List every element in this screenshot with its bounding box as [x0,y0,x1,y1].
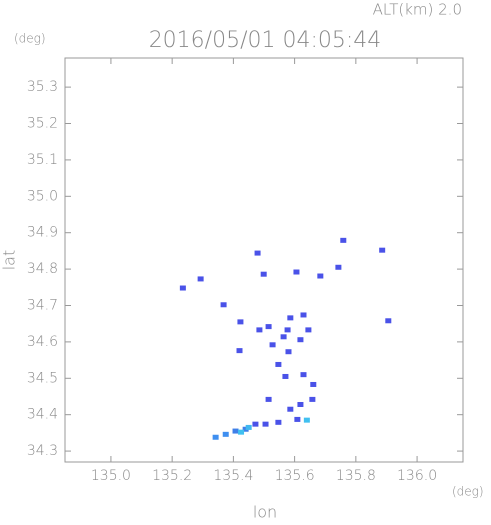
echo-cell [238,429,245,435]
echo-cell [222,431,229,437]
echo-cell [297,337,304,343]
y-tick-label: 34.3 [27,443,58,459]
echo-cell [335,264,342,270]
echo-cell [287,315,294,321]
x-tick-label: 135.4 [213,468,253,484]
x-axis-label: lon [253,503,277,522]
y-tick-label: 34.5 [27,370,58,386]
y-tick-label: 34.4 [27,407,58,423]
echo-cell [284,327,291,333]
echo-cell [179,285,186,291]
echo-cell [256,327,263,333]
echo-cell [303,417,310,423]
echo-cell [297,401,304,407]
echo-cell [385,318,392,324]
echo-cell [254,250,261,256]
echo-cell [197,276,204,282]
y-unit: (deg) [14,32,46,46]
chart-title: 2016/05/01 04:05:44 [149,28,382,53]
y-tick-label: 34.6 [27,334,58,350]
echo-cell [260,271,267,277]
echo-cell [310,381,317,387]
echo-cell [232,428,239,434]
echo-cell [309,396,316,402]
y-axis-label: lat [0,250,19,271]
echo-cell [252,421,259,427]
x-unit: (deg) [452,485,484,499]
echo-cell [265,324,272,330]
echo-cell [237,319,244,325]
plot-frame [64,57,464,463]
x-tick-label: 135.2 [152,468,192,484]
echo-cell [293,269,300,275]
echo-cell [294,416,301,422]
echo-cell [317,273,324,279]
echo-cell [300,372,307,378]
echo-cell [287,406,294,412]
echo-cell [275,361,282,367]
echo-cell [236,348,243,354]
x-tick-label: 135.6 [275,468,315,484]
y-tick-label: 34.7 [27,297,58,313]
echo-cell [280,334,287,340]
subtitle: ALT(km) 2.0 [373,1,462,19]
x-tick-label: 135.0 [91,468,131,484]
echo-cell [212,434,219,440]
x-tick-label: 135.8 [336,468,376,484]
echo-cell [340,237,347,243]
echo-cell [220,302,227,308]
echo-cell [300,312,307,318]
y-tick-label: 35.0 [27,188,58,204]
echo-cell [275,419,282,425]
y-tick-label: 35.3 [27,79,58,95]
y-tick-label: 35.2 [27,116,58,132]
echo-cell [269,342,276,348]
echo-cell [379,247,386,253]
echo-cell [282,373,289,379]
echo-cell [285,349,292,355]
echo-cell [262,421,269,427]
x-tick-label: 136.0 [397,468,437,484]
echo-cell [242,426,249,432]
y-tick-label: 35.1 [27,152,58,168]
echo-cell [265,396,272,402]
echo-cell [245,424,252,430]
y-tick-label: 34.8 [27,261,58,277]
y-tick-label: 34.9 [27,225,58,241]
echo-cell [305,327,312,333]
